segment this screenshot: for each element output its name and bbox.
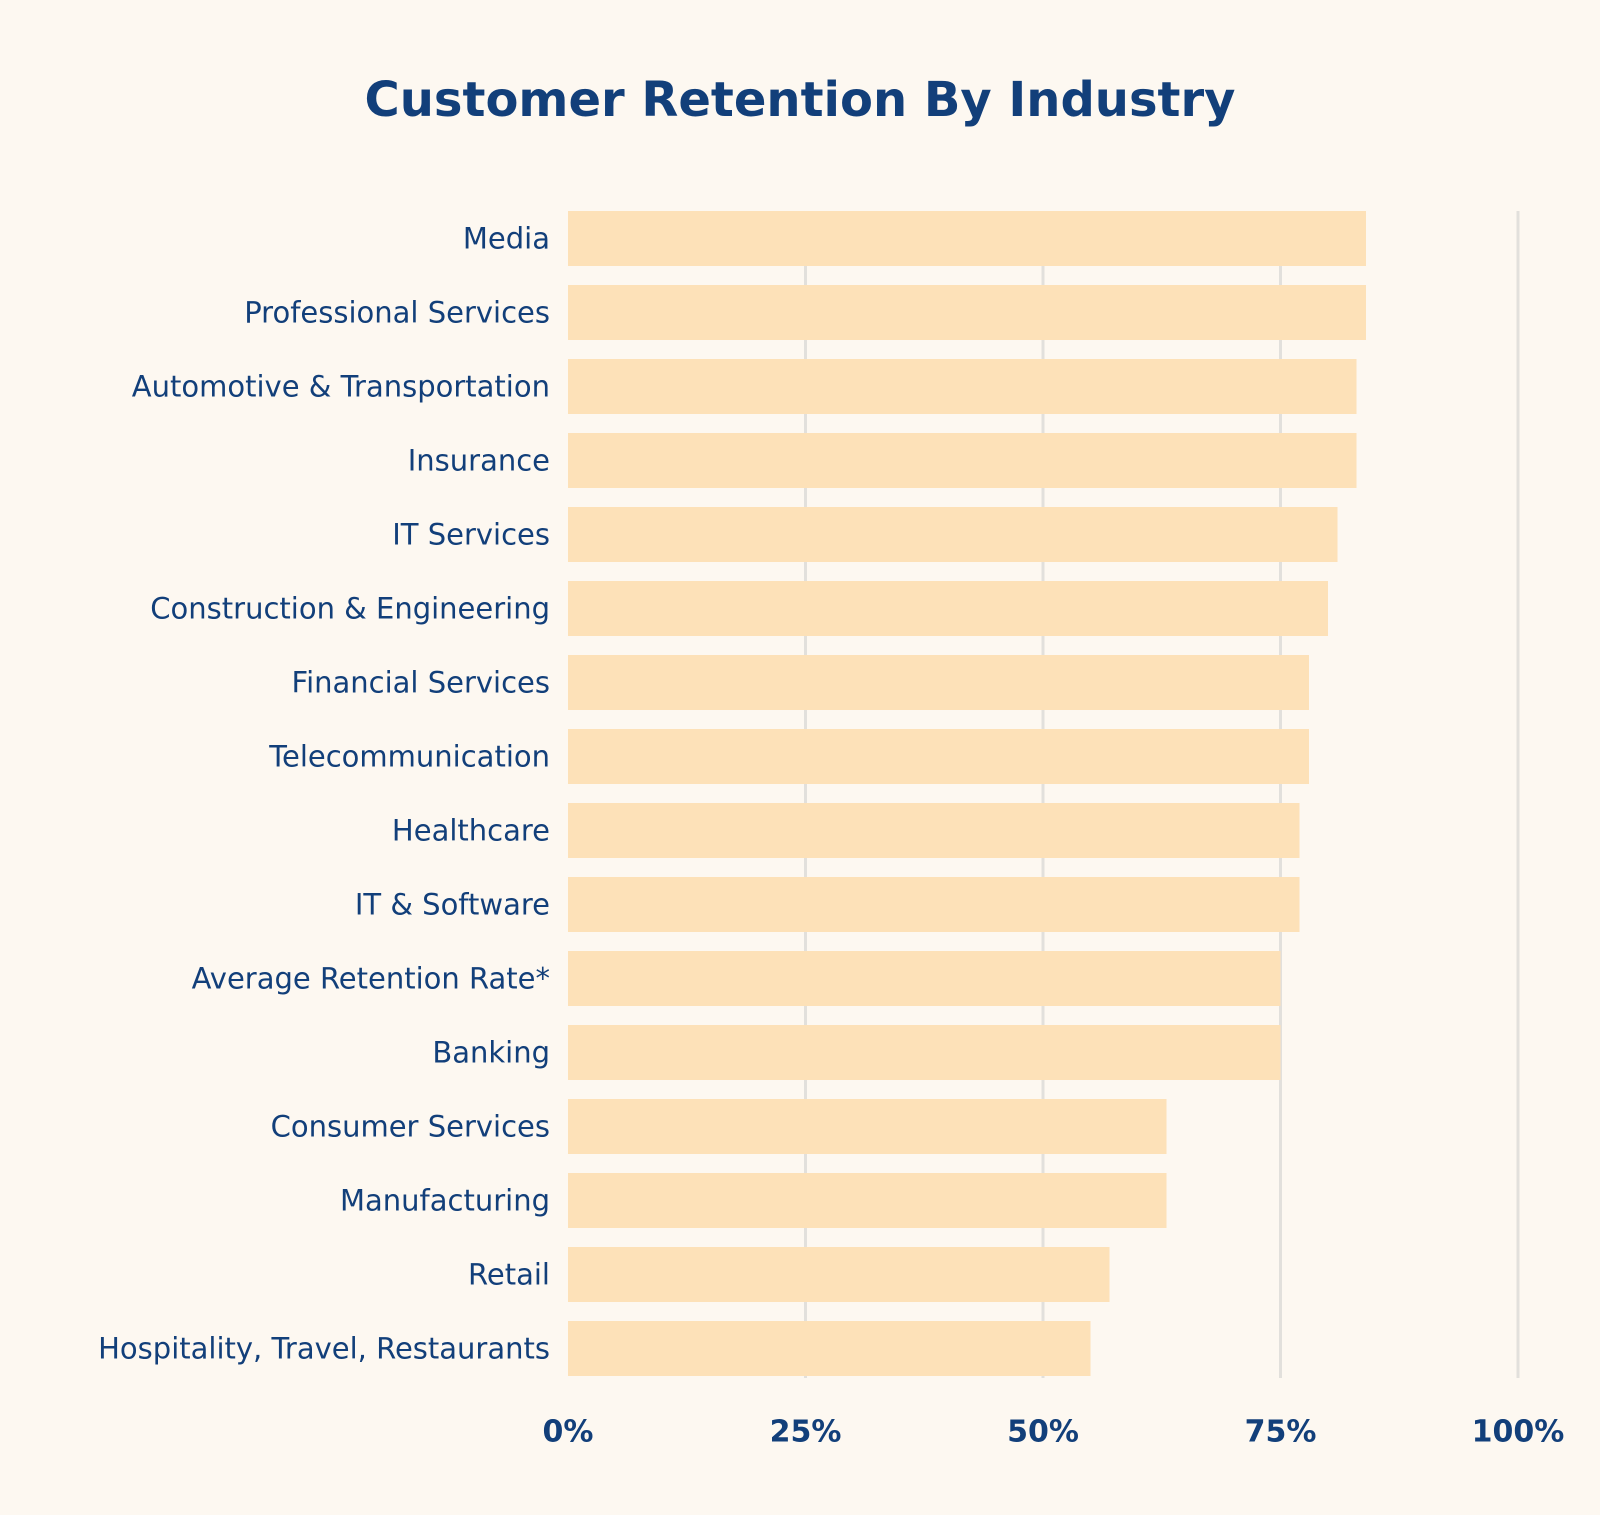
bar-2	[568, 359, 1357, 414]
category-label: Retail	[468, 1258, 550, 1292]
bar-11	[568, 1025, 1281, 1080]
category-label: Healthcare	[392, 814, 550, 848]
x-tick-label: 75%	[1245, 1415, 1317, 1450]
category-label: Banking	[432, 1036, 550, 1070]
x-tick-label: 100%	[1472, 1415, 1565, 1450]
category-label: Consumer Services	[271, 1110, 550, 1144]
bar-15	[568, 1321, 1091, 1376]
chart-title: Customer Retention By Industry	[364, 72, 1236, 128]
bar-6	[568, 655, 1309, 710]
x-tick-label: 25%	[770, 1415, 842, 1450]
category-labels: Media Professional Services Automotive & T…	[98, 222, 550, 1366]
x-tick-label: 0%	[543, 1415, 594, 1450]
category-label: Media	[463, 222, 550, 256]
category-label: Manufacturing	[340, 1184, 550, 1218]
category-label: Telecommunication	[268, 740, 550, 774]
category-label: Insurance	[408, 444, 550, 478]
category-label: Average Retention Rate*	[192, 962, 550, 996]
category-label: IT & Software	[355, 888, 550, 922]
bar-10	[568, 951, 1281, 1006]
x-tick-label: 50%	[1007, 1415, 1079, 1450]
bar-14	[568, 1247, 1110, 1302]
bar-5	[568, 581, 1328, 636]
bar-4	[568, 507, 1338, 562]
bar-0	[568, 211, 1366, 266]
category-label: Automotive & Transportation	[132, 370, 550, 404]
category-label: Hospitality, Travel, Restaurants	[98, 1332, 550, 1366]
bar-9	[568, 877, 1300, 932]
bar-12	[568, 1099, 1167, 1154]
bars	[568, 211, 1366, 1376]
bar-13	[568, 1173, 1167, 1228]
bar-7	[568, 729, 1309, 784]
category-label: Financial Services	[292, 666, 551, 700]
category-label: IT Services	[392, 518, 550, 552]
x-axis-ticks: 0% 25% 50% 75% 100%	[543, 1415, 1565, 1450]
bar-8	[568, 803, 1300, 858]
category-label: Construction & Engineering	[150, 592, 550, 626]
bar-3	[568, 433, 1357, 488]
bar-1	[568, 285, 1366, 340]
category-label: Professional Services	[244, 296, 550, 330]
